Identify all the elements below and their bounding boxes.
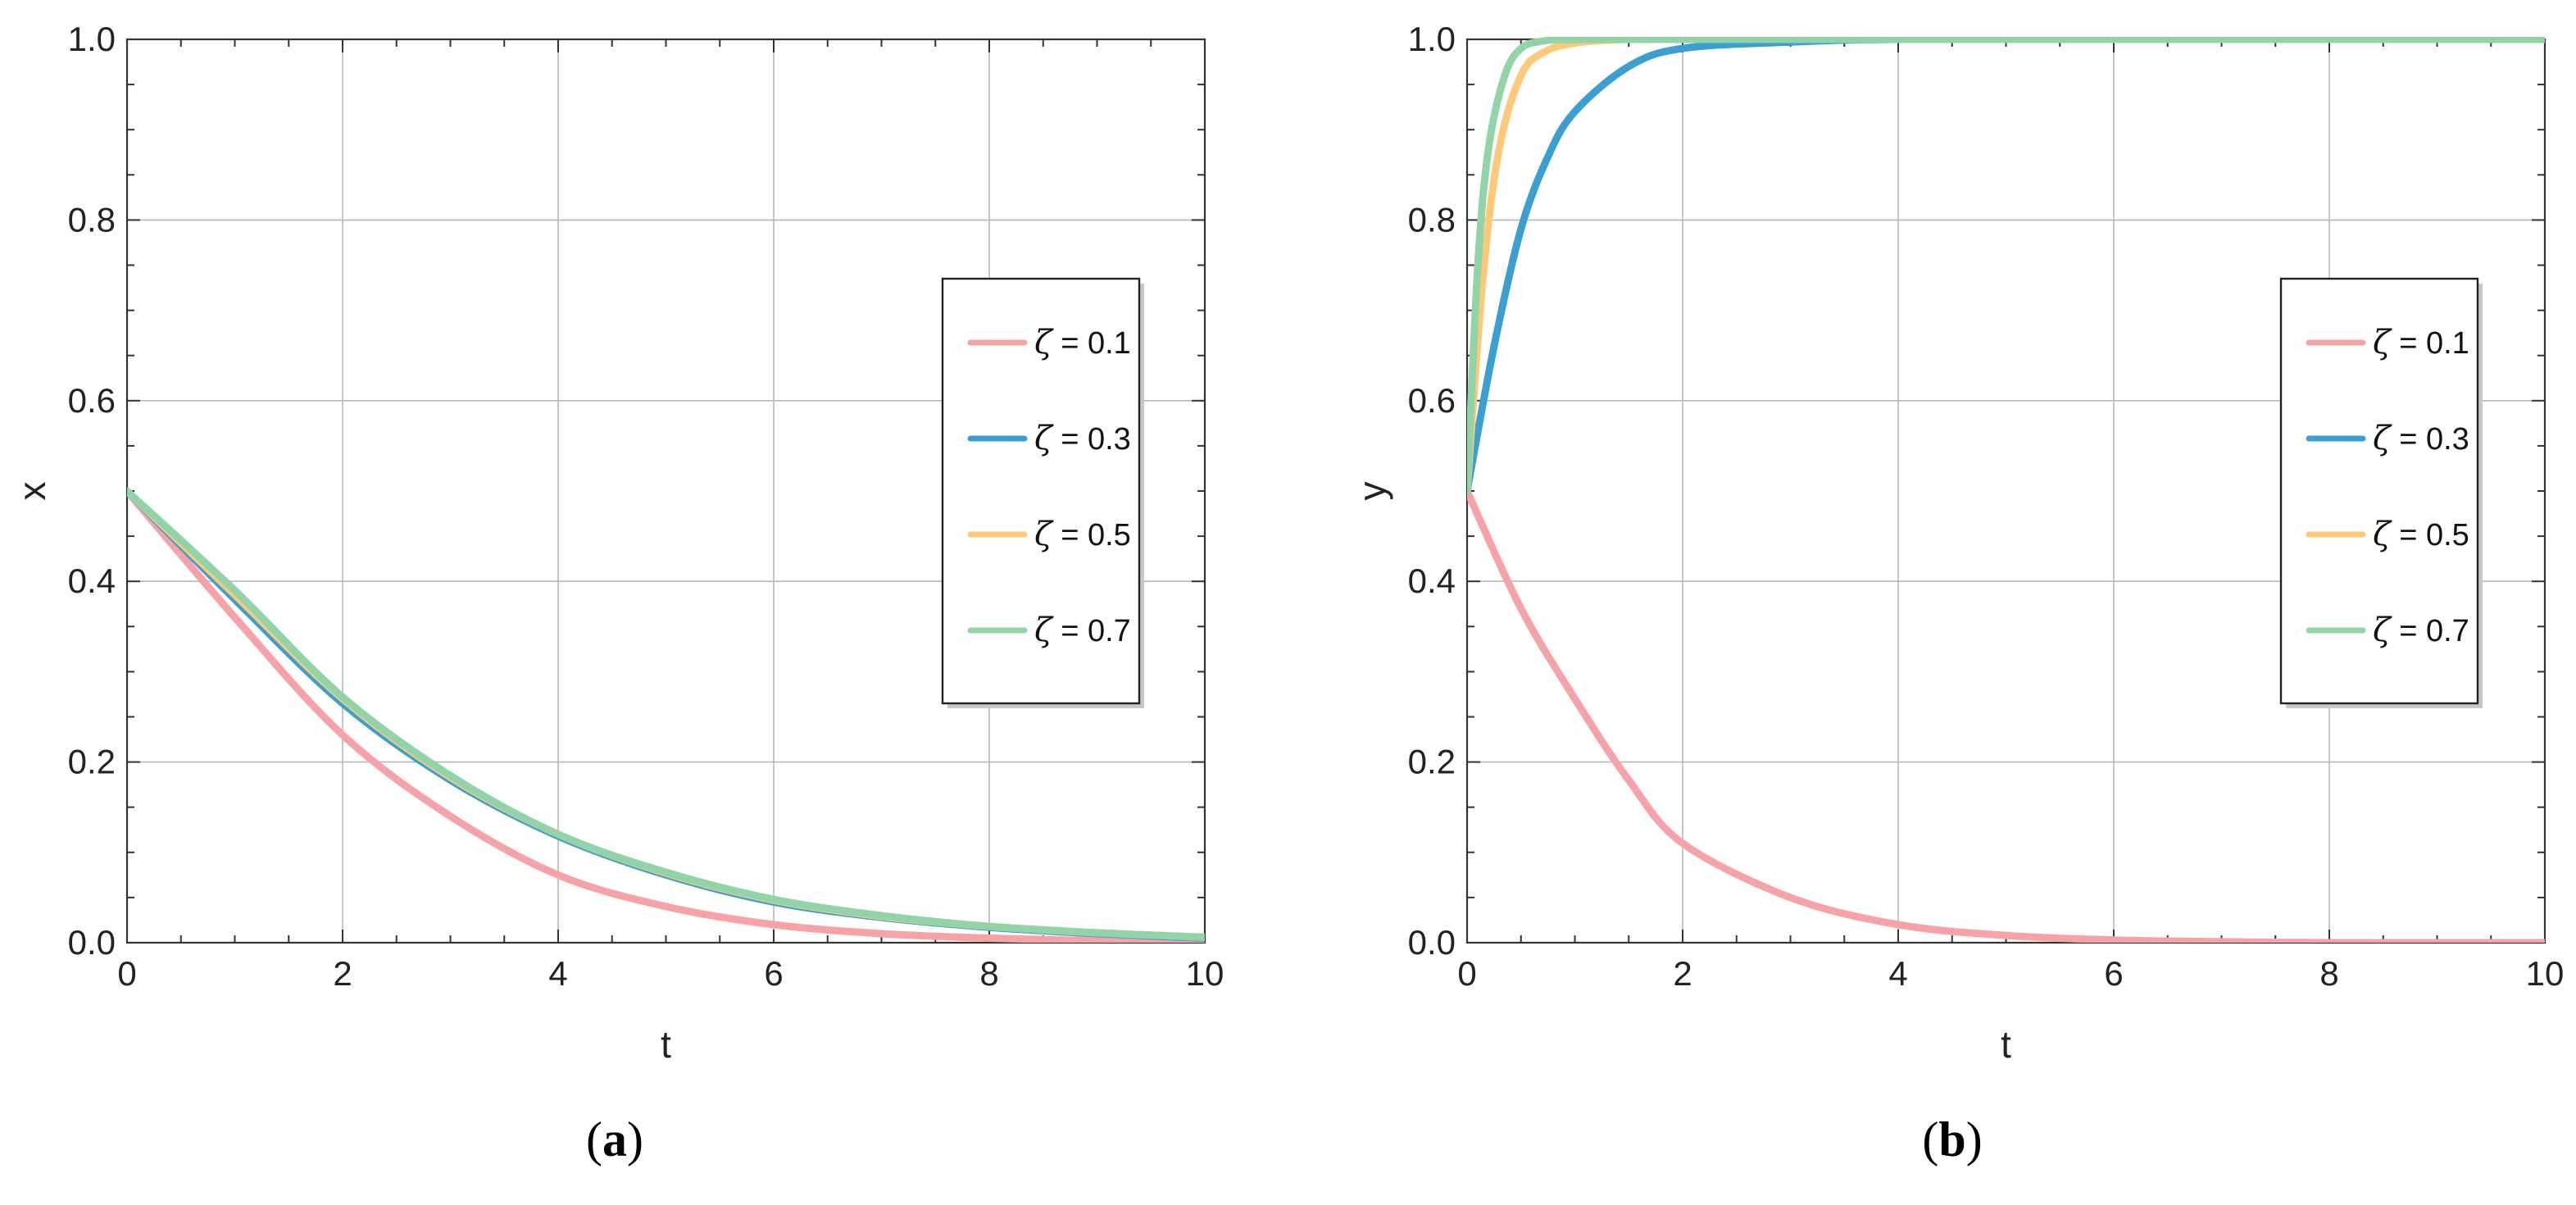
- legend-entry-label: ζ = 0.3: [1034, 420, 1131, 457]
- series-line-zeta-07: [127, 487, 1205, 941]
- x-tick-label-0: 0: [117, 954, 136, 993]
- x-tick-label-0: 0: [1457, 954, 1476, 993]
- x-tick-label-10: 10: [2526, 954, 2565, 993]
- panel-caption: (b): [1922, 1112, 1982, 1166]
- y-tick-label-0.8: 0.8: [1408, 200, 1456, 239]
- legend: ζ = 0.1 ζ = 0.3 ζ = 0.5 ζ = 0.7: [2279, 277, 2483, 708]
- x-tick-label-8: 8: [979, 954, 998, 993]
- series-line-zeta-01: [1467, 487, 2545, 943]
- y-tick-label-0.2: 0.2: [68, 743, 116, 781]
- series-line-zeta-01: [127, 487, 1205, 943]
- y-tick-label-0.6: 0.6: [68, 381, 116, 420]
- y-axis-label: x: [11, 482, 53, 501]
- y-tick-label-0.8: 0.8: [68, 200, 116, 239]
- y-tick-label-1.0: 1.0: [68, 20, 116, 58]
- y-tick-label-1.0: 1.0: [1408, 20, 1456, 58]
- y-tick-label-0.6: 0.6: [1408, 381, 1456, 420]
- legend-entry-label: ζ = 0.3: [2373, 420, 2469, 457]
- legend-entry-label: ζ = 0.5: [1034, 516, 1131, 553]
- legend-entry-label: ζ = 0.1: [1034, 324, 1131, 362]
- legend-entry-label: ζ = 0.7: [2373, 612, 2469, 649]
- legend-entry-label: ζ = 0.1: [2373, 324, 2469, 362]
- y-tick-label-0.0: 0.0: [68, 923, 116, 962]
- x-axis-label: t: [2001, 1023, 2011, 1066]
- legend-entry-label: ζ = 0.5: [2373, 516, 2469, 553]
- legend-entry-label: ζ = 0.7: [1034, 612, 1131, 649]
- series-line-zeta-07: [1467, 37, 2545, 495]
- x-tick-label-6: 6: [764, 954, 783, 993]
- x-tick-label-4: 4: [548, 954, 567, 993]
- series-group: [1467, 37, 2545, 943]
- x-tick-label-10: 10: [1186, 954, 1224, 993]
- x-tick-label-2: 2: [1673, 954, 1692, 993]
- y-axis-label: y: [1351, 482, 1393, 501]
- x-tick-label-6: 6: [2104, 954, 2123, 993]
- x-tick-label-8: 8: [2319, 954, 2338, 993]
- y-tick-label-0.2: 0.2: [1408, 743, 1456, 781]
- y-tick-label-0.4: 0.4: [68, 562, 116, 600]
- series-group: [127, 487, 1205, 943]
- x-tick-label-4: 4: [1888, 954, 1907, 993]
- y-tick-label-0.4: 0.4: [1408, 562, 1456, 600]
- panel-caption: (a): [586, 1112, 643, 1166]
- legend: ζ = 0.1 ζ = 0.3 ζ = 0.5 ζ = 0.7: [941, 277, 1144, 708]
- x-tick-label-2: 2: [333, 954, 352, 993]
- x-axis-label: t: [661, 1023, 671, 1066]
- y-tick-label-0.0: 0.0: [1408, 923, 1456, 962]
